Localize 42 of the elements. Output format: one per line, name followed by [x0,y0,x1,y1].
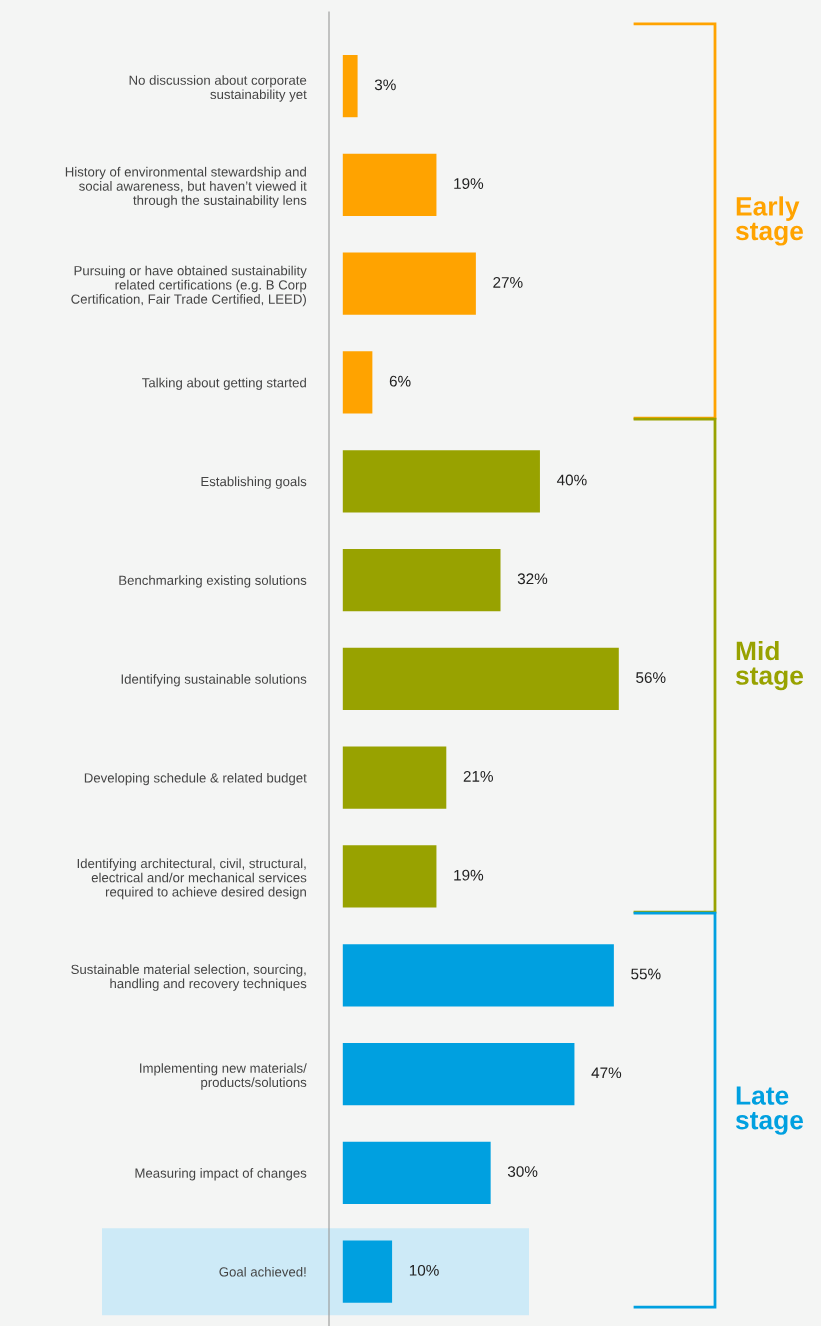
bar [342,153,437,217]
data-label: 56% [636,672,666,683]
y-tick-label: Identifying architectural, civil, structural, electrical and/or mechanical services required to achieve desired design [77,858,307,900]
text: Late stage [735,1086,804,1135]
data-label: 10% [409,1264,439,1276]
bar [342,1240,393,1303]
y-tick-label: Pursuing or have obtained sustainability related certifications (e.g. B Corp Certification, Fair Trade Certified, LEED) [71,265,307,307]
y-tick-label: Measuring impact of changes [135,1168,307,1181]
data-label: 19% [454,178,484,189]
data-label: 27% [493,276,523,288]
y-tick-label: Sustainable material selection, sourcing, handling and recovery techniques [71,964,307,991]
data-label: 6% [389,375,411,387]
data-label: 55% [631,968,661,980]
bar [342,351,373,414]
bar [342,54,358,118]
y-tick-label: No discussion about corporate sustainability yet [129,75,307,102]
data-label: 32% [517,573,548,585]
bar [342,647,619,710]
bar [342,1141,491,1204]
data-label: 3% [374,79,396,91]
y-tick-label: Talking about getting started [142,377,306,391]
bar [342,845,437,908]
y-tick-label: Implementing new materials/ products/solutions [140,1063,307,1090]
data-label: 30% [507,1166,538,1177]
data-label: 21% [463,770,493,782]
bar [342,944,614,1007]
text: Mid stage [735,640,804,691]
y-tick-label: History of environmental stewardship and social awareness, but haven’t viewed it through the sustainability lens [65,166,307,208]
bar [342,548,501,612]
data-label: 19% [454,869,484,881]
y-tick-label: Developing schedule & related budget [84,772,307,786]
data-label: 40% [556,474,587,486]
y-tick-label: Benchmarking existing solutions [119,575,307,588]
y-tick-label: Goal achieved! [219,1266,306,1277]
y-tick-label: Establishing goals [201,476,307,489]
bar [342,1042,575,1106]
bar [342,252,476,315]
bar [342,450,540,513]
y-tick-label: Identifying sustainable solutions [121,674,307,687]
bar [342,746,447,809]
data-label: 47% [591,1067,622,1079]
text: Early stage [735,196,804,246]
